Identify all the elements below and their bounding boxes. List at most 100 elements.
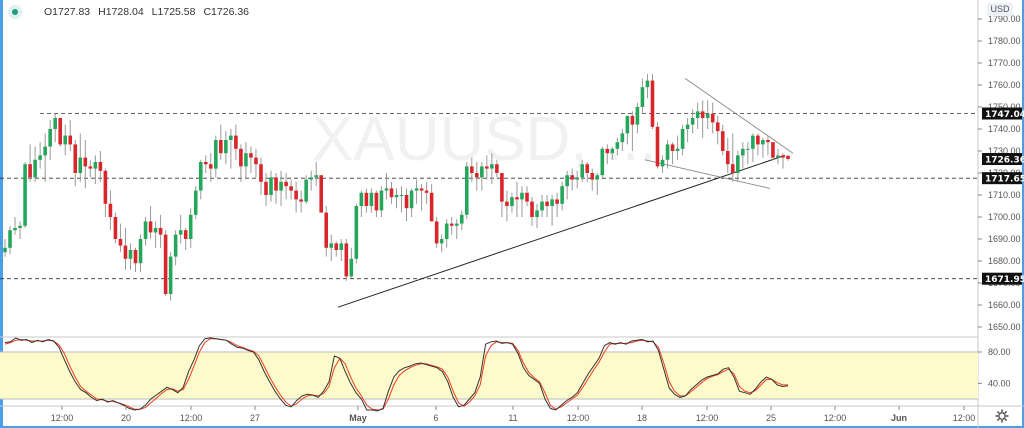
candle-body[interactable] [585, 164, 590, 173]
candle-body[interactable] [695, 111, 700, 118]
candle-body[interactable] [480, 166, 484, 178]
candle-body[interactable] [459, 214, 464, 224]
candle-body[interactable] [625, 115, 630, 134]
candle-body[interactable] [224, 140, 228, 154]
candle-body[interactable] [133, 250, 138, 264]
trendline[interactable] [337, 154, 786, 308]
candle-body[interactable] [505, 201, 509, 206]
candle-body[interactable] [419, 188, 424, 191]
candle-body[interactable] [600, 148, 605, 176]
candle-body[interactable] [148, 221, 153, 233]
candle-body[interactable] [776, 155, 780, 158]
candle-body[interactable] [520, 192, 524, 200]
candle-body[interactable] [595, 175, 600, 180]
candle-body[interactable] [168, 256, 173, 294]
candle-body[interactable] [138, 239, 143, 264]
candle-body[interactable] [203, 162, 208, 165]
candle-body[interactable] [153, 228, 158, 233]
candle-body[interactable] [289, 186, 293, 191]
candle-body[interactable] [188, 214, 193, 239]
candle-body[interactable] [118, 239, 123, 246]
candle-body[interactable] [665, 144, 670, 160]
candle-body[interactable] [68, 135, 73, 145]
candle-body[interactable] [404, 195, 409, 209]
candle-body[interactable] [700, 111, 705, 118]
candle-body[interactable] [48, 129, 52, 147]
candle-body[interactable] [334, 243, 339, 250]
candle-body[interactable] [319, 175, 324, 213]
candle-body[interactable] [103, 170, 108, 204]
candle-body[interactable] [214, 140, 218, 169]
candle-body[interactable] [299, 199, 303, 202]
candle-body[interactable] [43, 146, 47, 156]
candle-body[interactable] [444, 223, 449, 239]
candle-body[interactable] [173, 234, 178, 257]
candle-body[interactable] [108, 203, 113, 217]
candle-body[interactable] [746, 148, 750, 150]
candle-body[interactable] [53, 118, 57, 129]
candle-body[interactable] [374, 192, 379, 211]
candle-body[interactable] [269, 177, 273, 195]
candle-body[interactable] [8, 230, 12, 248]
candle-body[interactable] [193, 190, 198, 215]
candle-body[interactable] [158, 228, 163, 235]
candle-body[interactable] [284, 181, 288, 187]
candle-body[interactable] [530, 201, 534, 217]
candle-body[interactable] [324, 212, 329, 248]
currency-badge[interactable]: USD [987, 3, 1013, 16]
candle-body[interactable] [163, 234, 168, 294]
candle-body[interactable] [128, 250, 133, 259]
candle-body[interactable] [449, 223, 454, 226]
candle-body[interactable] [766, 140, 770, 143]
candle-body[interactable] [339, 243, 344, 250]
candle-body[interactable] [655, 126, 660, 167]
candle-body[interactable] [560, 186, 564, 204]
candle-body[interactable] [510, 197, 514, 206]
candle-body[interactable] [379, 190, 384, 211]
candle-body[interactable] [675, 148, 680, 151]
candle-body[interactable] [414, 188, 419, 191]
candle-body[interactable] [429, 192, 434, 222]
candle-body[interactable] [294, 190, 298, 200]
candle-body[interactable] [705, 113, 710, 118]
candle-body[interactable] [38, 155, 42, 160]
candle-body[interactable] [550, 199, 554, 206]
candle-body[interactable] [63, 135, 68, 145]
candle-body[interactable] [464, 166, 469, 215]
candle-body[interactable] [490, 164, 494, 169]
candle-body[interactable] [670, 144, 675, 151]
candle-body[interactable] [640, 87, 645, 107]
candle-body[interactable] [359, 192, 364, 206]
candle-body[interactable] [615, 142, 620, 149]
candle-body[interactable] [545, 201, 549, 206]
candle-body[interactable] [710, 113, 715, 123]
candle-body[interactable] [13, 228, 17, 231]
candle-body[interactable] [198, 162, 203, 191]
candle-body[interactable] [736, 155, 740, 173]
candle-body[interactable] [751, 135, 755, 149]
candle-body[interactable] [329, 243, 334, 248]
candle-body[interactable] [259, 164, 263, 182]
candle-body[interactable] [274, 177, 278, 191]
gear-icon[interactable] [995, 409, 1009, 426]
candle-body[interactable] [219, 140, 223, 154]
candle-body[interactable] [590, 173, 595, 180]
candle-body[interactable] [485, 166, 489, 169]
candle-body[interactable] [354, 206, 359, 259]
candle-body[interactable] [254, 157, 258, 165]
candle-body[interactable] [394, 195, 399, 198]
candle-body[interactable] [33, 159, 37, 178]
candle-body[interactable] [575, 177, 579, 180]
candle-body[interactable] [771, 142, 775, 158]
candle-body[interactable] [183, 230, 188, 239]
candle-body[interactable] [83, 157, 88, 167]
candle-body[interactable] [88, 166, 93, 169]
candle-body[interactable] [786, 155, 790, 160]
candle-body[interactable] [234, 135, 238, 149]
candle-body[interactable] [23, 164, 27, 226]
candle-body[interactable] [314, 175, 318, 178]
candle-body[interactable] [304, 179, 308, 202]
candle-body[interactable] [279, 181, 283, 191]
candle-body[interactable] [475, 173, 479, 178]
